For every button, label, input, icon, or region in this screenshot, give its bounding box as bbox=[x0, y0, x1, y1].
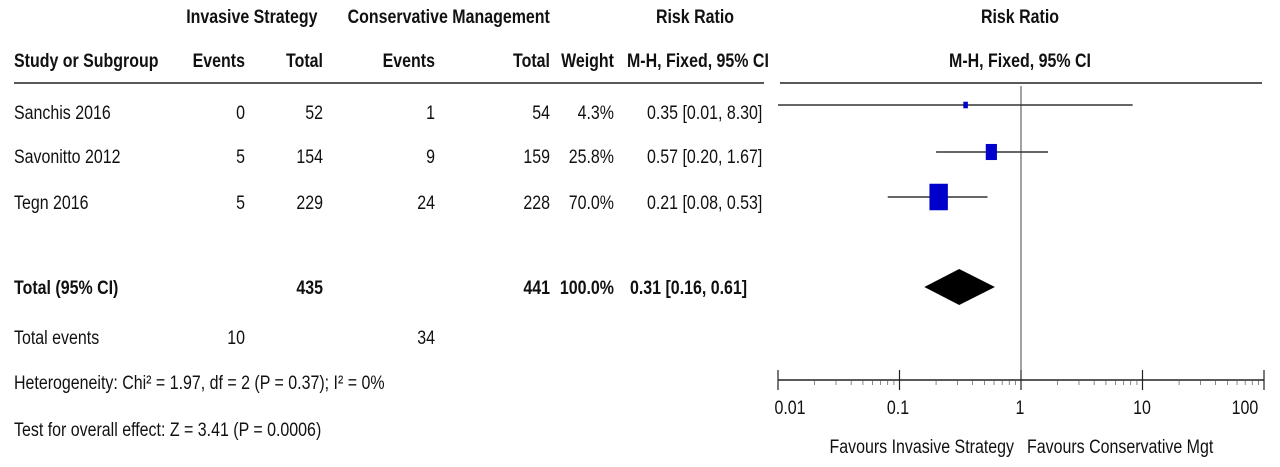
total1-cell: 52 bbox=[305, 103, 323, 124]
total-label: Total (95% CI) bbox=[14, 278, 119, 299]
group2-header: Conservative Management bbox=[347, 7, 550, 28]
study-marker bbox=[985, 143, 997, 161]
overall-effect-text: Test for overall effect: Z = 3.41 (P = 0… bbox=[14, 420, 322, 441]
total2-cell: 228 bbox=[523, 193, 550, 214]
study-name: Tegn 2016 bbox=[14, 193, 89, 214]
x-tick-label: 0.1 bbox=[886, 398, 910, 419]
x-tick-label: 1 bbox=[1015, 398, 1025, 419]
summary-diamond bbox=[924, 269, 995, 305]
total2-sum: 441 bbox=[523, 278, 550, 299]
total2-header: Total bbox=[513, 51, 550, 72]
total2-cell: 159 bbox=[523, 147, 550, 168]
events2-header: Events bbox=[382, 51, 435, 72]
total-weight: 100.0% bbox=[559, 278, 614, 299]
total-events1: 10 bbox=[227, 328, 245, 349]
x-tick-label: 10 bbox=[1133, 398, 1151, 419]
events2-cell: 24 bbox=[417, 193, 435, 214]
weight-cell: 25.8% bbox=[568, 147, 614, 168]
events1-cell: 0 bbox=[236, 103, 245, 124]
study-name: Sanchis 2016 bbox=[14, 103, 111, 124]
total-events2: 34 bbox=[417, 328, 435, 349]
risk-ratio-table-header: Risk Ratio bbox=[655, 7, 735, 28]
weight-cell: 70.0% bbox=[568, 193, 614, 214]
x-tick-label: 0.01 bbox=[774, 398, 806, 419]
ci-cell: 0.35 [0.01, 8.30] bbox=[647, 103, 763, 124]
risk-ratio-plot-header: Risk Ratio bbox=[980, 7, 1060, 28]
total-events-label: Total events bbox=[14, 328, 100, 349]
total1-header: Total bbox=[286, 51, 323, 72]
study-name: Savonitto 2012 bbox=[14, 147, 121, 168]
method-table-header: M-H, Fixed, 95% CI bbox=[627, 51, 769, 72]
ci-cell: 0.21 [0.08, 0.53] bbox=[647, 193, 763, 214]
study-marker bbox=[929, 183, 948, 211]
favours-left-label: Favours Invasive Strategy bbox=[829, 437, 1014, 458]
study-marker bbox=[963, 101, 968, 109]
total2-cell: 54 bbox=[532, 103, 550, 124]
total-ci: 0.31 [0.16, 0.61] bbox=[630, 278, 748, 299]
study-column-header: Study or Subgroup bbox=[14, 51, 159, 72]
ci-cell: 0.57 [0.20, 1.67] bbox=[647, 147, 763, 168]
weight-header: Weight bbox=[561, 51, 614, 72]
events1-cell: 5 bbox=[236, 193, 245, 214]
weight-cell: 4.3% bbox=[577, 103, 614, 124]
method-plot-header: M-H, Fixed, 95% CI bbox=[949, 51, 1091, 72]
total1-cell: 229 bbox=[296, 193, 323, 214]
events1-header: Events bbox=[192, 51, 245, 72]
total1-sum: 435 bbox=[296, 278, 323, 299]
total1-cell: 154 bbox=[296, 147, 323, 168]
events2-cell: 9 bbox=[426, 147, 435, 168]
heterogeneity-text: Heterogeneity: Chi² = 1.97, df = 2 (P = … bbox=[14, 373, 385, 394]
events1-cell: 5 bbox=[236, 147, 245, 168]
group1-header: Invasive Strategy bbox=[186, 7, 318, 28]
x-tick-label: 100 bbox=[1231, 398, 1259, 419]
events2-cell: 1 bbox=[426, 103, 435, 124]
favours-right-label: Favours Conservative Mgt bbox=[1027, 437, 1214, 458]
